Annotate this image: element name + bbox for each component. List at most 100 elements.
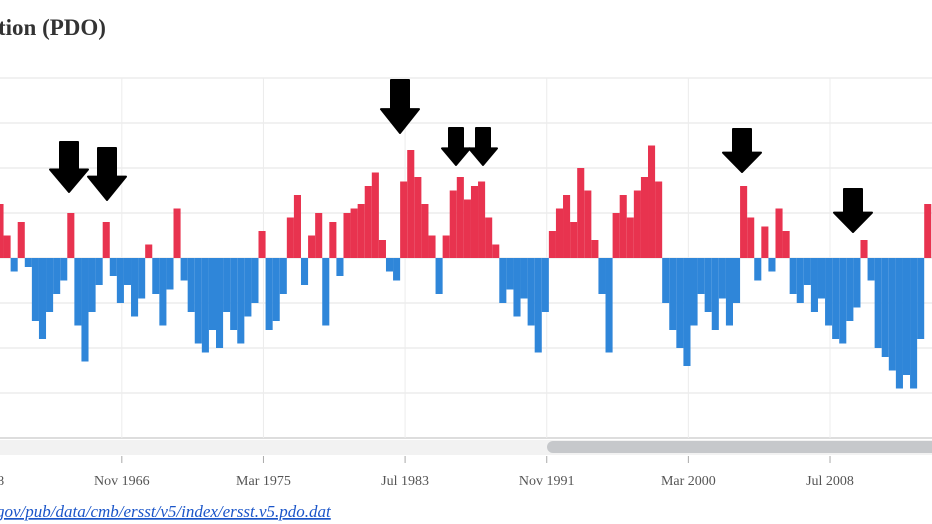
bar	[159, 258, 167, 326]
x-tick-label: Nov 1991	[519, 474, 575, 489]
bar	[88, 258, 96, 312]
bar	[825, 258, 833, 326]
arrow	[380, 79, 420, 134]
arrow	[441, 127, 471, 166]
bar	[605, 258, 613, 353]
arrow	[49, 141, 89, 193]
bar	[81, 258, 89, 362]
bar	[201, 258, 209, 353]
bar	[17, 222, 25, 258]
bars	[0, 145, 932, 389]
bar	[145, 244, 153, 258]
bar	[924, 204, 932, 258]
bar	[258, 231, 266, 258]
bar	[428, 235, 436, 258]
bar	[732, 258, 741, 303]
bar	[223, 258, 231, 312]
bar	[662, 258, 670, 303]
bar	[513, 258, 521, 317]
bar	[279, 258, 287, 294]
bar	[499, 258, 507, 303]
bar	[244, 258, 252, 317]
bar	[768, 258, 776, 272]
bar	[116, 258, 124, 303]
arrow	[468, 127, 498, 166]
bar	[690, 258, 698, 326]
bar	[131, 258, 139, 317]
bar	[640, 177, 649, 258]
bar	[633, 190, 641, 258]
bar	[315, 213, 323, 258]
bar	[761, 226, 769, 258]
bar	[400, 181, 408, 258]
bar	[874, 258, 882, 348]
bar	[10, 258, 18, 272]
bar	[598, 258, 606, 294]
bar	[697, 258, 705, 294]
bar	[591, 240, 599, 258]
bar	[803, 258, 811, 285]
x-axis: Jul 1958 Nov 1966 Mar 1975 Jul 1983 Nov 1991…	[0, 456, 854, 489]
bar	[796, 258, 804, 303]
bar	[442, 235, 450, 258]
bar	[881, 258, 889, 357]
bar	[747, 217, 755, 258]
bar	[173, 208, 181, 258]
bar	[293, 195, 301, 258]
bar	[832, 258, 840, 339]
bar	[350, 208, 358, 258]
arrow	[833, 188, 873, 233]
bar	[272, 258, 280, 321]
bar	[520, 258, 528, 299]
bar	[541, 258, 549, 312]
bar	[506, 258, 514, 290]
bar	[60, 258, 68, 281]
scrollbar-thumb[interactable]	[547, 441, 932, 453]
bar	[53, 258, 61, 294]
bar	[867, 258, 875, 281]
bar	[463, 199, 471, 258]
bar	[655, 181, 663, 258]
bar	[378, 240, 386, 258]
bar	[0, 204, 4, 258]
bar	[577, 168, 585, 258]
bar	[421, 204, 429, 258]
source-link[interactable]: gov/pub/data/cmb/ersst/v5/index/ersst.v5…	[0, 502, 332, 521]
bar	[839, 258, 847, 344]
bar	[102, 222, 110, 258]
bar	[548, 231, 556, 258]
bar	[456, 177, 464, 258]
bar	[385, 258, 394, 272]
bar	[216, 258, 224, 348]
bar	[563, 195, 571, 258]
bar	[308, 235, 316, 258]
bar	[902, 258, 911, 375]
bar	[180, 258, 188, 281]
bar	[676, 258, 684, 348]
bar	[38, 258, 47, 339]
bar	[917, 258, 925, 339]
bar	[782, 231, 790, 258]
bar	[31, 258, 39, 321]
bar	[230, 258, 238, 330]
bar	[95, 258, 103, 285]
bar	[725, 258, 733, 326]
bar	[775, 208, 783, 258]
bar	[152, 258, 160, 294]
bar	[740, 186, 748, 258]
bar	[336, 258, 344, 276]
bar	[570, 222, 578, 258]
bar	[286, 217, 294, 258]
bar	[407, 150, 415, 258]
bar	[371, 172, 379, 258]
bar	[265, 258, 273, 330]
bar	[393, 258, 401, 281]
bar	[704, 258, 712, 312]
bar	[208, 258, 217, 330]
bar	[910, 258, 918, 389]
arrow	[722, 128, 762, 173]
bar	[329, 222, 337, 258]
bar	[555, 208, 564, 258]
